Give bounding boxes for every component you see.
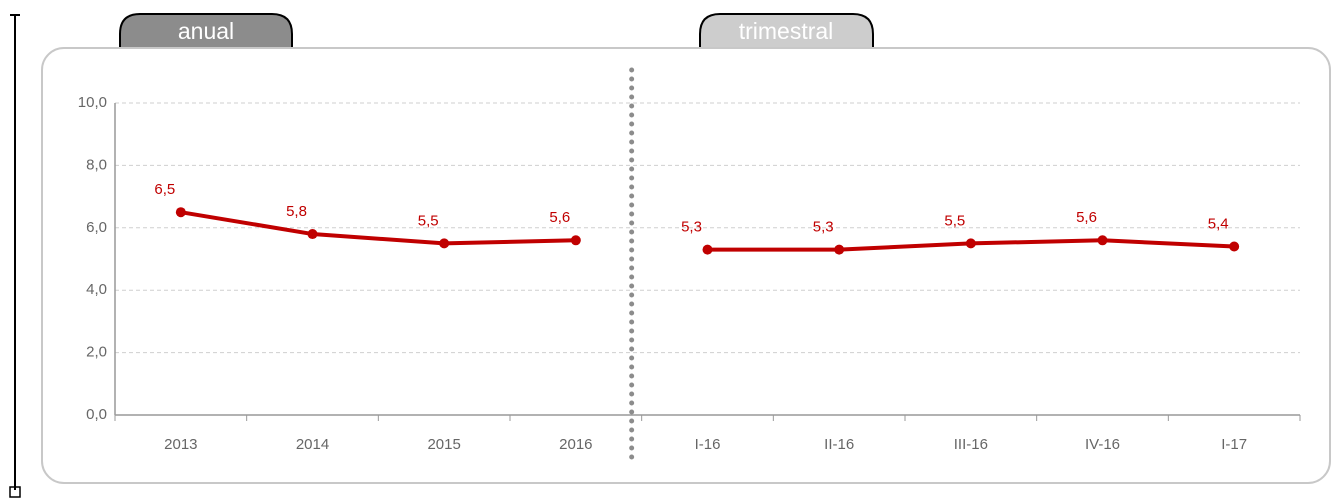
point [965,238,976,249]
data-label: 5,6 [1076,209,1097,226]
y-tick-label: 2,0 [86,344,107,361]
bracket-handle [9,486,21,498]
data-label: 5,6 [549,209,570,226]
data-label: 5,3 [813,219,834,236]
tab-anual[interactable] [119,13,293,53]
data-label: 5,5 [944,212,965,229]
x-tick-label: III-16 [954,436,988,453]
point [1229,241,1240,252]
x-tick-label: IV-16 [1085,436,1120,453]
point [570,235,581,246]
y-tick-label: 10,0 [78,94,107,111]
point [702,244,713,255]
x-tick-label: I-17 [1221,436,1247,453]
data-label: 5,8 [286,203,307,220]
data-label: 5,5 [418,212,439,229]
point [834,244,845,255]
point [439,238,450,249]
y-tick-label: 4,0 [86,281,107,298]
x-tick-label: I-16 [695,436,721,453]
x-tick-label: 2014 [296,436,329,453]
data-label: 5,4 [1208,215,1229,232]
x-tick-label: 2013 [164,436,197,453]
point [175,207,186,218]
x-tick-label: 2015 [427,436,460,453]
data-label: 5,3 [681,219,702,236]
line [180,210,576,246]
panel [41,47,1331,484]
y-tick-label: 8,0 [86,156,107,173]
point [1097,235,1108,246]
point [307,229,318,240]
tab-label[interactable]: anual [178,18,234,44]
tab-trimestral[interactable] [699,13,874,53]
data-label: 6,5 [154,181,175,198]
tab-label[interactable]: trimestral [739,18,834,44]
y-tick-label: 0,0 [86,406,107,423]
x-tick-label: II-16 [824,436,854,453]
y-tick-label: 6,0 [86,219,107,236]
x-tick-label: 2016 [559,436,592,453]
